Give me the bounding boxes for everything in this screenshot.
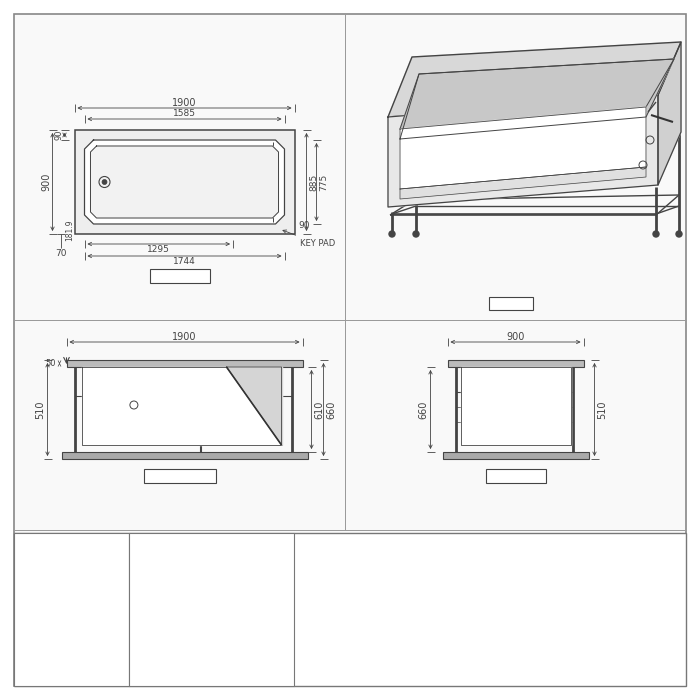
Text: 1900: 1900 — [172, 332, 197, 342]
Polygon shape — [400, 107, 646, 189]
Polygon shape — [400, 59, 674, 139]
Polygon shape — [388, 95, 658, 207]
Text: 50: 50 — [45, 359, 55, 368]
Text: TOP VIEW: TOP VIEW — [154, 272, 205, 281]
Text: Gurgaon, NCR - 122050, India: Gurgaon, NCR - 122050, India — [135, 584, 234, 590]
Bar — [74, 130, 295, 234]
Circle shape — [389, 231, 395, 237]
Text: Plot No. 3, Sector- M-11, IMT Manesar: Plot No. 3, Sector- M-11, IMT Manesar — [135, 570, 259, 576]
Bar — [150, 269, 209, 283]
Text: E-mail : Sales: support@jaquar.com: E-mail : Sales: support@jaquar.com — [135, 598, 253, 604]
Polygon shape — [658, 42, 681, 185]
Polygon shape — [400, 167, 646, 199]
Polygon shape — [461, 367, 570, 445]
Circle shape — [413, 231, 419, 237]
Bar — [447, 360, 584, 367]
Bar — [442, 452, 589, 459]
Text: Global Headquarters: Global Headquarters — [135, 556, 204, 562]
Bar — [486, 469, 545, 483]
Text: ALL DIMENSIONS ARE IN MM <TOLERANCE ± 5 MM>: ALL DIMENSIONS ARE IN MM <TOLERANCE ± 5 … — [390, 662, 590, 671]
Bar — [14, 533, 129, 686]
Polygon shape — [81, 367, 281, 445]
Text: 1900X900X500  mm: 1900X900X500 mm — [448, 624, 548, 634]
Text: 3D VIEW: 3D VIEW — [489, 298, 531, 309]
Text: 1744: 1744 — [173, 256, 196, 265]
Text: 900: 900 — [41, 173, 52, 191]
Bar — [62, 452, 307, 459]
Polygon shape — [85, 140, 284, 224]
Bar — [129, 533, 294, 686]
Text: 90: 90 — [298, 221, 310, 230]
Text: 181.9: 181.9 — [65, 219, 74, 241]
Bar — [66, 360, 302, 367]
Text: 610: 610 — [314, 400, 325, 419]
Text: KEY PAD: KEY PAD — [283, 230, 335, 248]
Text: 900: 900 — [506, 332, 525, 342]
Text: 775: 775 — [319, 174, 328, 190]
Text: 1585: 1585 — [173, 109, 196, 118]
Text: 660: 660 — [326, 400, 337, 419]
Text: 510: 510 — [598, 400, 608, 419]
Text: Jaquar Group: Jaquar Group — [166, 538, 257, 552]
Bar — [144, 469, 216, 483]
Circle shape — [676, 231, 682, 237]
Polygon shape — [90, 146, 279, 218]
Text: 70: 70 — [55, 249, 66, 258]
Text: 885: 885 — [309, 174, 318, 190]
Text: FRONT VIEW: FRONT VIEW — [147, 472, 212, 482]
Circle shape — [653, 231, 659, 237]
Text: 510: 510 — [36, 400, 46, 419]
Text: ITEM SIZE: ITEM SIZE — [299, 624, 337, 633]
Text: ITEM TYPE: ITEM TYPE — [299, 586, 338, 595]
Bar — [14, 533, 686, 686]
Text: 1295: 1295 — [147, 244, 170, 253]
Polygon shape — [400, 59, 674, 129]
Text: SIDE VIEW: SIDE VIEW — [489, 472, 542, 482]
Text: AWL-WHT-QUADRO1900X: AWL-WHT-QUADRO1900X — [448, 547, 586, 557]
Text: ITEM CODE: ITEM CODE — [299, 547, 342, 556]
Text: OXYPOOL SYSTEM: OXYPOOL SYSTEM — [448, 585, 548, 596]
Text: 90: 90 — [55, 130, 64, 140]
Text: 1900: 1900 — [172, 98, 197, 108]
Circle shape — [102, 179, 107, 185]
Polygon shape — [388, 42, 681, 117]
Text: Customer Service : service@jaquar.com: Customer Service : service@jaquar.com — [135, 612, 268, 618]
Polygon shape — [227, 367, 281, 445]
Text: 660: 660 — [419, 400, 428, 419]
Bar — [489, 297, 533, 310]
Text: Artize: Artize — [36, 598, 107, 621]
